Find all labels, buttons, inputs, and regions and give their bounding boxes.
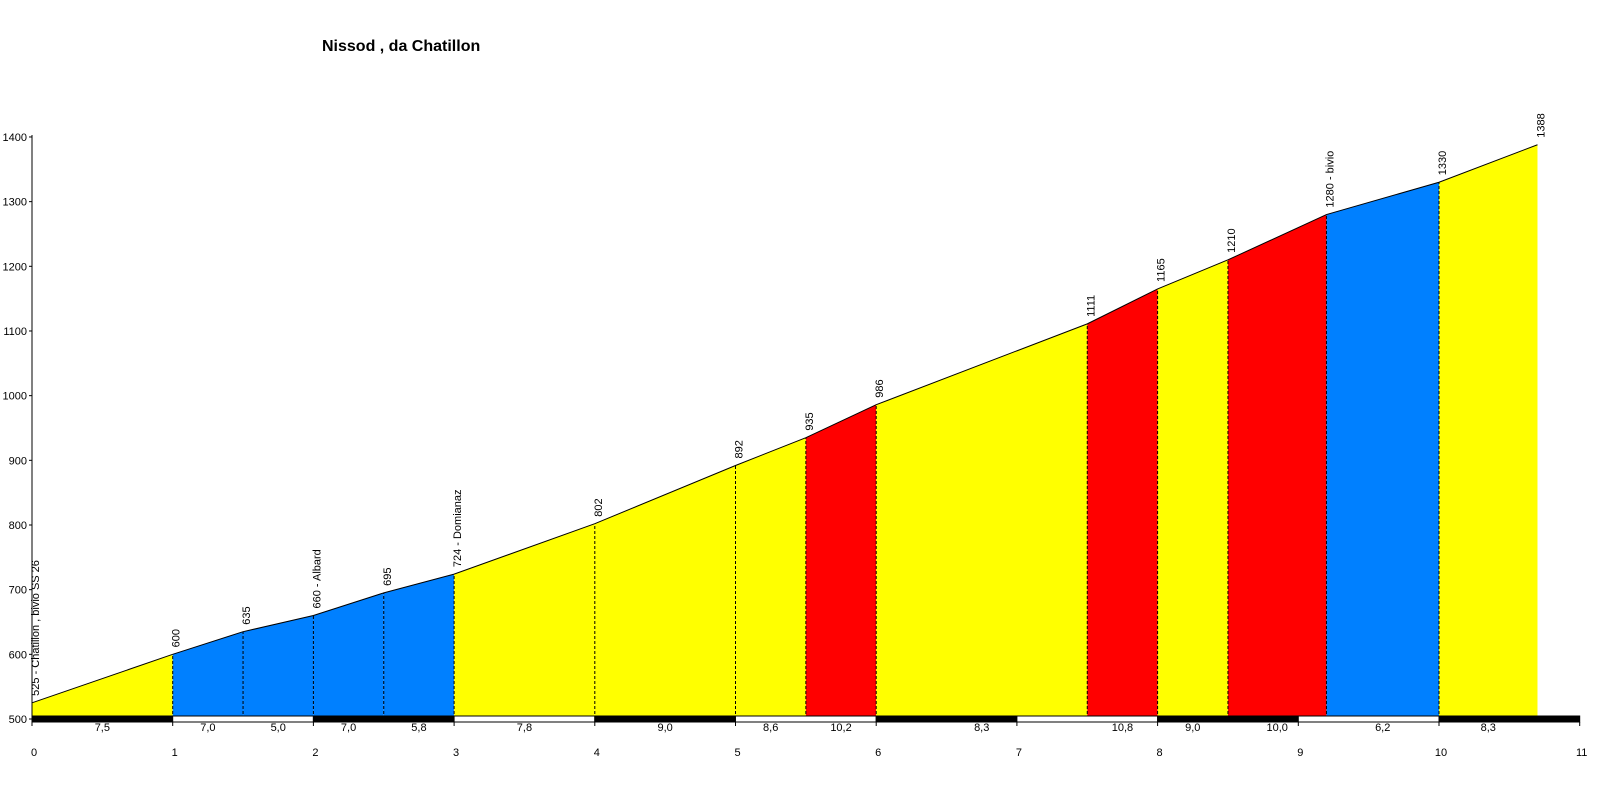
altitude-label-7: 892 <box>734 440 746 458</box>
segment-area-14 <box>1439 144 1538 719</box>
x-tick-label-0: 0 <box>31 747 37 759</box>
gradient-label-12: 10,0 <box>1266 722 1287 734</box>
segment-area-6 <box>594 465 736 719</box>
altitude-label-11: 1165 <box>1156 258 1168 282</box>
km-bar-5 <box>735 715 877 723</box>
y-tick-label-8: 1300 <box>3 197 27 209</box>
chart-title: Nissod , da Chatillon <box>322 38 481 55</box>
y-tick-label-5: 1000 <box>3 391 27 403</box>
y-tick-label-1: 600 <box>9 649 27 661</box>
km-bar-7 <box>1016 715 1159 723</box>
altitude-label-14: 1330 <box>1437 151 1449 175</box>
y-tick-label-2: 700 <box>9 585 27 597</box>
y-tick-label-3: 800 <box>9 520 27 532</box>
segment-area-12 <box>1227 214 1327 719</box>
km-bar-6 <box>875 715 1018 723</box>
altitude-label-9: 986 <box>874 379 886 397</box>
y-tick-label-9: 1400 <box>3 132 27 144</box>
altitude-label-1: 600 <box>171 629 183 647</box>
x-tick-label-1: 1 <box>172 747 178 759</box>
gradient-label-4: 5,8 <box>411 722 426 734</box>
x-tick-label-3: 3 <box>453 747 459 759</box>
altitude-label-8: 935 <box>804 412 816 430</box>
x-tick-label-6: 6 <box>875 747 881 759</box>
segment-area-0 <box>32 654 173 719</box>
gradient-label-0: 7,5 <box>95 722 110 734</box>
km-bar-10 <box>1438 715 1581 723</box>
y-tick-label-6: 1100 <box>3 326 27 338</box>
altitude-label-5: 724 - Domianaz <box>452 489 464 567</box>
segment-area-5 <box>454 523 595 719</box>
gradient-label-7: 8,6 <box>763 722 778 734</box>
gradient-label-13: 6,2 <box>1375 722 1390 734</box>
gradient-label-9: 8,3 <box>974 722 989 734</box>
y-tick-label-7: 1200 <box>3 261 27 273</box>
altitude-label-15: 1388 <box>1535 113 1547 137</box>
segment-area-9 <box>876 323 1088 719</box>
segment-area-1 <box>172 631 244 719</box>
km-bar-1 <box>172 715 314 723</box>
x-tick-label-2: 2 <box>312 747 318 759</box>
gradient-label-8: 10,2 <box>830 722 851 734</box>
altitude-label-12: 1210 <box>1226 228 1238 252</box>
gradient-areas <box>32 144 1538 719</box>
km-bar-9 <box>1297 715 1440 723</box>
gradient-label-11: 9,0 <box>1185 722 1200 734</box>
gradient-labels: 7,5 7,0 5,0 7,0 5,8 7,8 9,0 8,6 10,2 8,3 10,8 9,0 10… <box>95 722 1496 734</box>
altitude-label-3: 660 - Albard <box>311 549 323 608</box>
axes: 500 600 700 800 900 1000 1100 1200 1300 1400 0 1 2 3 4… <box>3 132 1588 759</box>
gradient-label-2: 5,0 <box>271 722 286 734</box>
altitude-labels: 525 - Chatillon , bivio SS 26 600 635 660 -… <box>30 113 1547 696</box>
segment-area-13 <box>1326 182 1439 719</box>
profile-line <box>31 144 1538 704</box>
x-tick-label-11: 11 <box>1576 747 1587 759</box>
segment-dividers <box>172 182 1440 719</box>
km-bar-2 <box>312 715 455 723</box>
segment-area-2 <box>243 615 314 719</box>
segment-area-8 <box>805 404 877 719</box>
segment-area-11 <box>1157 259 1228 719</box>
segment-area-10 <box>1087 288 1158 719</box>
segment-area-7 <box>735 437 806 719</box>
altitude-label-13: 1280 - bivio <box>1324 151 1336 208</box>
altitude-label-0: 525 - Chatillon , bivio SS 26 <box>30 560 42 696</box>
segment-area-4 <box>383 574 455 719</box>
y-tick-label-4: 900 <box>9 455 27 467</box>
x-tick-label-4: 4 <box>594 747 600 759</box>
gradient-label-14: 8,3 <box>1481 722 1496 734</box>
altitude-label-4: 695 <box>382 568 394 586</box>
gradient-label-10: 10,8 <box>1112 722 1133 734</box>
altitude-label-2: 635 <box>241 606 253 624</box>
x-tick-label-8: 8 <box>1157 747 1163 759</box>
gradient-label-3: 7,0 <box>341 722 356 734</box>
gradient-label-1: 7,0 <box>200 722 215 734</box>
x-tick-label-10: 10 <box>1435 747 1447 759</box>
altitude-label-6: 802 <box>593 498 605 516</box>
profile-outline <box>31 144 1538 704</box>
altitude-label-10: 1111 <box>1085 295 1097 317</box>
gradient-label-6: 9,0 <box>658 722 673 734</box>
x-tick-label-9: 9 <box>1297 747 1303 759</box>
x-tick-label-7: 7 <box>1016 747 1022 759</box>
segment-area-3 <box>313 592 384 719</box>
x-tick-label-5: 5 <box>734 747 740 759</box>
gradient-label-5: 7,8 <box>517 722 532 734</box>
y-tick-label-0: 500 <box>9 714 27 726</box>
km-scale-bar <box>31 715 1581 723</box>
